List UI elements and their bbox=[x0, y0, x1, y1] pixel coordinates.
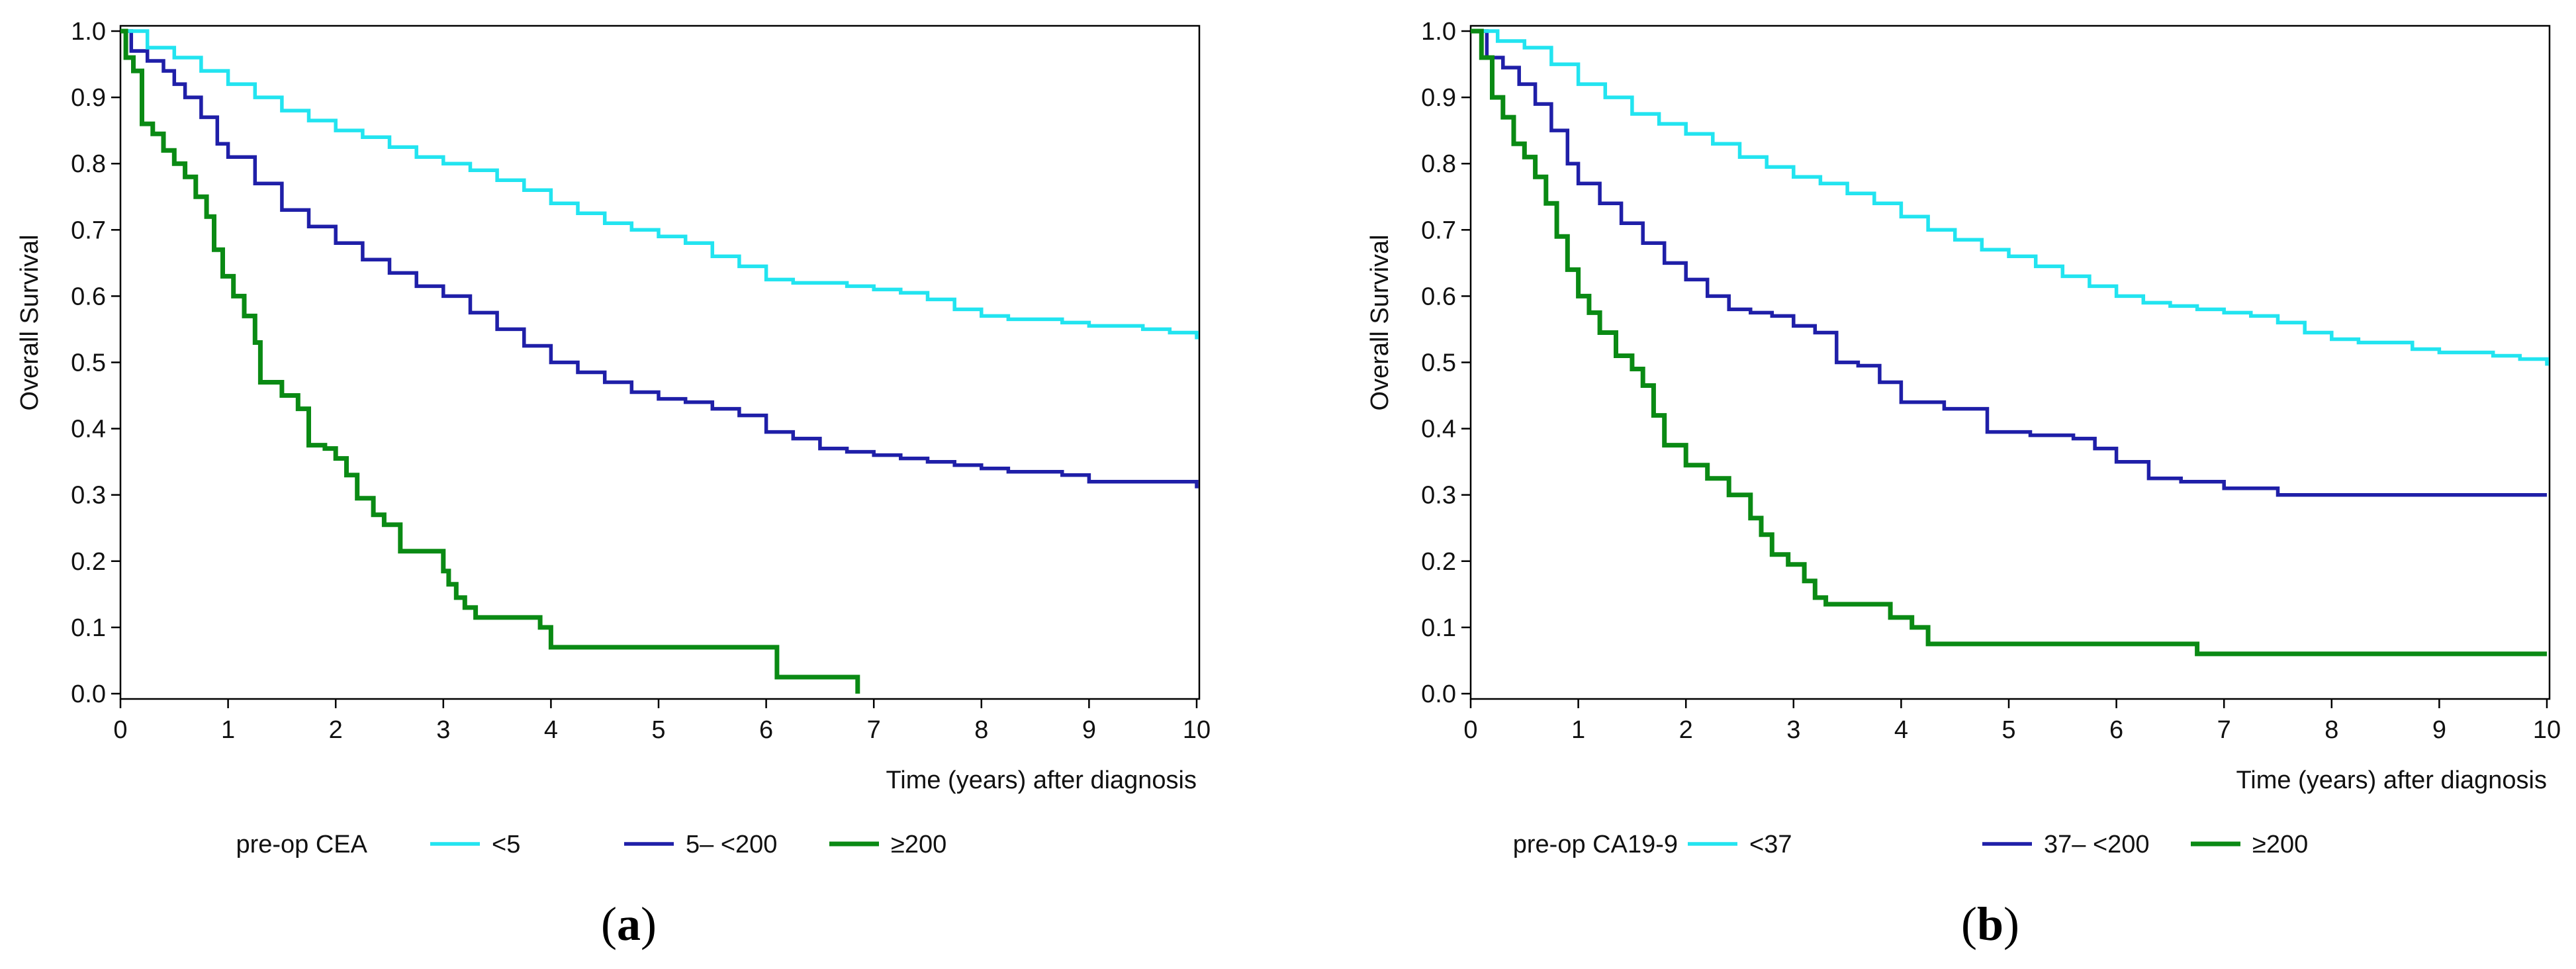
panel-a-y-tick-label: 1.0 bbox=[71, 18, 106, 46]
panel-b-series-line-1 bbox=[1471, 29, 2549, 366]
panel-b-caption-letter: b bbox=[1977, 898, 2003, 950]
panel-b-x-axis-title: Time (years) after diagnosis bbox=[2236, 766, 2547, 794]
panel-b-legend-label-1: <37 bbox=[1749, 831, 1792, 858]
panel-b-y-tick-label: 0.7 bbox=[1421, 216, 1456, 244]
panel-a-legend: pre-op CEA <5 5– <200 ≥200 bbox=[236, 831, 946, 858]
panel-a-y-axis: 0.0 0.1 0.2 0.3 0.4 0.5 0.6 0.7 0.8 0.9 1.0 bbox=[71, 18, 120, 708]
panel-b-y-tick-label: 0.3 bbox=[1421, 482, 1456, 510]
panel-a-y-tick-label: 0.3 bbox=[71, 482, 106, 510]
panel-a-plot-frame bbox=[119, 24, 1201, 700]
panel-a-y-axis-title: Overall Survival bbox=[16, 234, 44, 410]
panel-b-series-group bbox=[1471, 28, 2549, 657]
panel-b-y-tick-label: 1.0 bbox=[1421, 18, 1456, 46]
panel-a-x-tick-label: 3 bbox=[436, 716, 450, 744]
panel-b-x-tick-label: 5 bbox=[2001, 716, 2015, 744]
panel-b: 0 1 2 3 4 5 6 7 8 9 100.00.10.20.30.40.50.60.70.80… bbox=[1366, 18, 2561, 858]
panel-b-x-tick-label: 2 bbox=[1679, 716, 1693, 744]
panel-a-x-tick-label: 7 bbox=[867, 716, 881, 744]
panel-a-x-tick-label: 6 bbox=[759, 716, 773, 744]
panel-a-legend-label-2: 5– <200 bbox=[686, 831, 777, 858]
panel-a-x-tick-label: 8 bbox=[974, 716, 988, 744]
panel-a-caption-letter: a bbox=[617, 898, 641, 950]
panel-a-x-tick-label: 9 bbox=[1082, 716, 1096, 744]
panel-a-y-tick-label: 0.2 bbox=[71, 548, 106, 576]
panel-b-y-tick-label: 0.6 bbox=[1421, 283, 1456, 310]
panel-b-x-tick-label: 4 bbox=[1894, 716, 1908, 744]
panel-b-x-tick-label: 8 bbox=[2324, 716, 2338, 744]
panel-a-y-tick-label: 0.6 bbox=[71, 283, 106, 310]
panel-a-x-tick-label: 5 bbox=[651, 716, 665, 744]
panel-b-caption-close: ) bbox=[2003, 898, 2019, 950]
panel-a-y-tick-label: 0.7 bbox=[71, 216, 106, 244]
panel-b-y-tick-label: 0.2 bbox=[1421, 548, 1456, 576]
panel-a-x-axis: 0 1 2 3 4 5 6 7 8 9 10 bbox=[113, 699, 1211, 744]
panel-a-legend-label-3: ≥200 bbox=[891, 831, 946, 858]
panel-a: 0 1 2 3 4 5 6 7 8 9 100.00.10.20.30.40.50.60.70.80… bbox=[16, 18, 1211, 858]
panel-a-series-line-2 bbox=[120, 29, 1199, 488]
panel-b-legend-label-3: ≥200 bbox=[2252, 831, 2308, 858]
panel-b-x-tick-label: 6 bbox=[2109, 716, 2123, 744]
panel-b-y-axis-title: Overall Survival bbox=[1366, 234, 1394, 410]
panel-b-y-tick-label: 0.8 bbox=[1421, 150, 1456, 178]
panel-b-x-tick-label: 7 bbox=[2217, 716, 2231, 744]
panel-a-caption: (a) bbox=[601, 898, 657, 950]
panel-a-series-line-3 bbox=[120, 28, 860, 694]
panel-b-x-tick-label: 1 bbox=[1571, 716, 1585, 744]
panel-a-x-tick-label: 2 bbox=[329, 716, 343, 744]
panel-b-y-tick-label: 0.5 bbox=[1421, 349, 1456, 377]
panel-b-x-tick-label: 0 bbox=[1463, 716, 1477, 744]
panel-b-x-tick-label: 9 bbox=[2432, 716, 2446, 744]
panel-a-x-tick-label: 4 bbox=[544, 716, 558, 744]
panel-b-legend-title: pre-op CA19-9 bbox=[1513, 831, 1678, 858]
panel-a-y-tick-label: 0.1 bbox=[71, 614, 106, 642]
panel-b-caption: (b) bbox=[1961, 898, 2019, 950]
panel-a-y-tick-label: 0.0 bbox=[71, 680, 106, 708]
panel-a-x-tick-label: 10 bbox=[1183, 716, 1211, 744]
panel-a-x-axis-title: Time (years) after diagnosis bbox=[886, 766, 1197, 794]
panel-a-series-line-1 bbox=[120, 29, 1199, 340]
panel-a-x-tick-label: 1 bbox=[221, 716, 235, 744]
panel-b-x-tick-label: 3 bbox=[1786, 716, 1800, 744]
panel-a-legend-label-1: <5 bbox=[492, 831, 520, 858]
panel-a-series-group bbox=[120, 28, 1199, 694]
panel-b-y-axis: 0.0 0.1 0.2 0.3 0.4 0.5 0.6 0.7 0.8 0.9 1.0 bbox=[1421, 18, 1471, 708]
panel-a-caption-open: ( bbox=[601, 898, 617, 950]
panel-b-x-axis: 0 1 2 3 4 5 6 7 8 9 10 bbox=[1463, 699, 2561, 744]
panel-a-caption-close: ) bbox=[641, 898, 657, 950]
panel-b-y-tick-label: 0.9 bbox=[1421, 84, 1456, 112]
panel-a-y-tick-label: 0.4 bbox=[71, 416, 106, 443]
panel-a-y-tick-label: 0.5 bbox=[71, 349, 106, 377]
panel-a-x-tick-label: 0 bbox=[113, 716, 127, 744]
panel-b-legend-label-2: 37– <200 bbox=[2044, 831, 2150, 858]
panel-b-x-tick-label: 10 bbox=[2533, 716, 2561, 744]
panel-b-y-tick-label: 0.1 bbox=[1421, 614, 1456, 642]
panel-a-y-tick-label: 0.9 bbox=[71, 84, 106, 112]
panel-b-series-line-3 bbox=[1471, 28, 2547, 657]
panel-b-y-tick-label: 0.4 bbox=[1421, 416, 1456, 443]
panel-b-y-tick-label: 0.0 bbox=[1421, 680, 1456, 708]
panel-a-y-tick-label: 0.8 bbox=[71, 150, 106, 178]
panel-b-caption-open: ( bbox=[1961, 898, 1977, 950]
panel-a-legend-title: pre-op CEA bbox=[236, 831, 367, 858]
panel-b-series-line-2 bbox=[1471, 29, 2547, 497]
panel-b-legend: pre-op CA19-9 <37 37– <200 ≥200 bbox=[1513, 831, 2309, 858]
